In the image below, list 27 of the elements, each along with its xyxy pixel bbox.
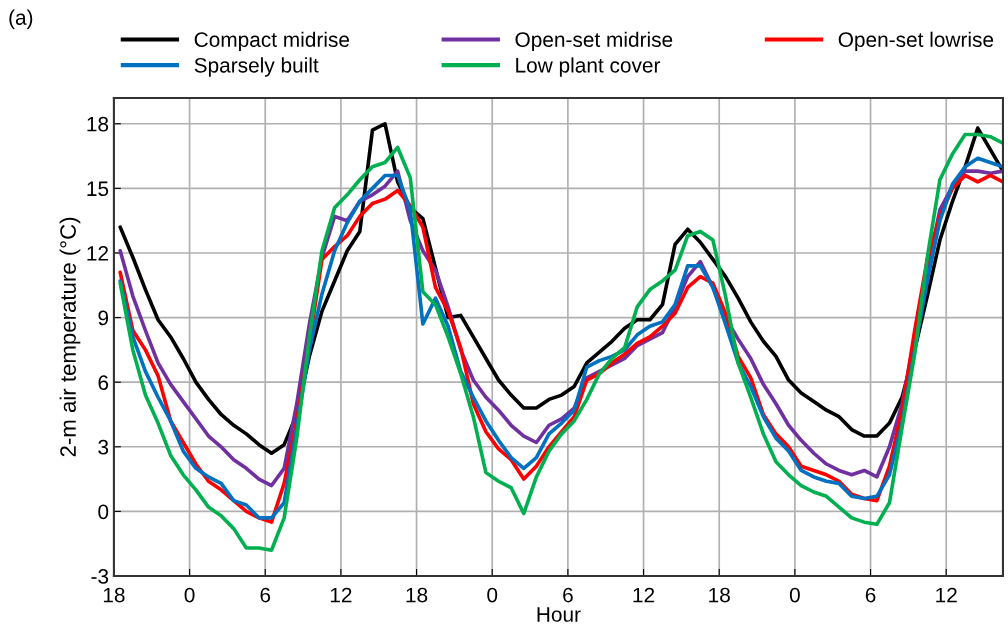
legend-label: Open-set midrise: [515, 31, 673, 52]
y-tick-label: 9: [98, 310, 109, 326]
y-axis-title: 2-m air temperature (°C): [59, 217, 81, 457]
x-tick-label: 18: [709, 587, 730, 603]
x-tick-label: 12: [330, 587, 352, 603]
x-tick-label: 18: [406, 587, 428, 603]
y-tick-label: 6: [98, 375, 109, 390]
y-tick-label: 12: [87, 245, 108, 261]
legend-label: Compact midrise: [194, 31, 350, 52]
x-tick-label: 0: [789, 587, 800, 603]
text: (a): [9, 9, 33, 30]
x-tick-label: 12: [633, 587, 655, 603]
x-tick-label: 6: [563, 587, 573, 603]
x-tick-label: 0: [184, 587, 195, 603]
legend-label: Open-set lowrise: [838, 31, 994, 52]
y-tick-label: -3: [91, 569, 109, 584]
y-tick-label: 18: [87, 116, 109, 132]
y-tick-label: 0: [98, 504, 109, 520]
x-tick-label: 6: [865, 587, 876, 603]
y-tick-label: 3: [98, 439, 109, 455]
x-tick-label: 0: [487, 587, 498, 603]
x-tick-label: 12: [936, 587, 957, 603]
x-axis-title: Hour: [537, 607, 581, 622]
x-tick-label: 6: [260, 587, 271, 603]
legend-label: Sparsely built: [194, 57, 319, 77]
y-tick-label: 15: [87, 181, 109, 197]
legend-label: Low plant cover: [516, 57, 661, 77]
